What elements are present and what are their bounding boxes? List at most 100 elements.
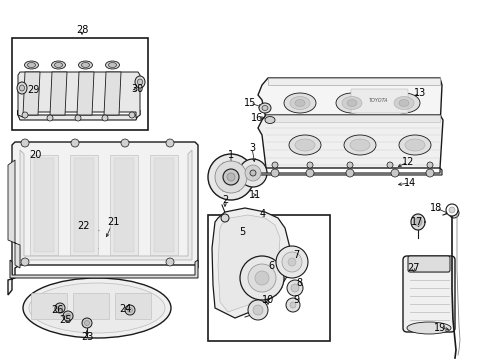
Text: 18: 18 <box>429 203 441 213</box>
Circle shape <box>271 162 278 168</box>
Circle shape <box>286 280 303 296</box>
Polygon shape <box>267 78 439 85</box>
Text: 13: 13 <box>413 88 425 98</box>
Text: 28: 28 <box>76 25 88 35</box>
Circle shape <box>221 214 228 222</box>
Circle shape <box>306 162 312 168</box>
Polygon shape <box>154 158 174 252</box>
Text: 3: 3 <box>248 143 255 153</box>
Polygon shape <box>34 158 54 252</box>
Circle shape <box>165 258 174 266</box>
FancyBboxPatch shape <box>407 256 449 272</box>
Ellipse shape <box>343 135 375 155</box>
Polygon shape <box>8 142 198 295</box>
Text: 26: 26 <box>51 305 63 315</box>
Circle shape <box>426 162 432 168</box>
Polygon shape <box>23 72 40 115</box>
Circle shape <box>425 169 433 177</box>
Circle shape <box>240 256 284 300</box>
Text: 16: 16 <box>250 113 263 123</box>
Circle shape <box>448 207 454 213</box>
Circle shape <box>129 112 135 118</box>
Circle shape <box>226 173 235 181</box>
Polygon shape <box>410 214 424 230</box>
Ellipse shape <box>105 61 119 69</box>
Circle shape <box>71 139 79 147</box>
Polygon shape <box>70 155 98 255</box>
Circle shape <box>287 258 295 266</box>
Ellipse shape <box>29 283 164 333</box>
Circle shape <box>413 218 421 226</box>
Polygon shape <box>20 150 192 260</box>
Text: 6: 6 <box>267 261 273 271</box>
Ellipse shape <box>294 139 314 151</box>
Circle shape <box>290 284 298 292</box>
Ellipse shape <box>346 99 356 107</box>
Text: 14: 14 <box>403 178 415 188</box>
Text: 30: 30 <box>131 84 143 94</box>
Ellipse shape <box>288 135 320 155</box>
Bar <box>12 38 148 130</box>
Polygon shape <box>10 260 198 278</box>
Text: 9: 9 <box>292 295 299 305</box>
Ellipse shape <box>79 61 92 69</box>
Ellipse shape <box>137 79 142 85</box>
Ellipse shape <box>108 63 116 68</box>
Ellipse shape <box>259 103 270 113</box>
Ellipse shape <box>27 63 36 68</box>
Ellipse shape <box>294 99 305 107</box>
FancyBboxPatch shape <box>31 293 67 320</box>
Ellipse shape <box>135 76 145 88</box>
Ellipse shape <box>264 117 274 123</box>
Circle shape <box>55 303 65 313</box>
Text: 11: 11 <box>248 190 261 200</box>
Circle shape <box>346 162 352 168</box>
Circle shape <box>254 271 268 285</box>
Ellipse shape <box>341 96 361 109</box>
Ellipse shape <box>398 99 408 107</box>
Text: 25: 25 <box>59 315 71 325</box>
Circle shape <box>285 298 299 312</box>
Circle shape <box>65 314 70 319</box>
Circle shape <box>102 115 108 121</box>
Circle shape <box>125 305 135 315</box>
Circle shape <box>247 264 275 292</box>
Polygon shape <box>77 72 94 115</box>
Polygon shape <box>110 155 138 255</box>
Ellipse shape <box>262 105 267 111</box>
Text: 8: 8 <box>295 278 302 288</box>
Polygon shape <box>18 72 140 118</box>
Text: 4: 4 <box>260 209 265 219</box>
Circle shape <box>58 306 62 310</box>
Text: 22: 22 <box>78 221 90 231</box>
FancyBboxPatch shape <box>402 256 454 332</box>
Circle shape <box>121 139 129 147</box>
Text: 1: 1 <box>227 150 234 160</box>
Ellipse shape <box>51 61 65 69</box>
FancyBboxPatch shape <box>73 293 109 320</box>
Circle shape <box>249 170 256 176</box>
Circle shape <box>239 159 266 187</box>
Circle shape <box>445 204 457 216</box>
Circle shape <box>21 139 29 147</box>
Ellipse shape <box>349 139 369 151</box>
Polygon shape <box>18 110 140 120</box>
Ellipse shape <box>387 93 419 113</box>
Circle shape <box>270 169 279 177</box>
Circle shape <box>282 252 302 272</box>
Ellipse shape <box>20 85 24 91</box>
Circle shape <box>207 154 253 200</box>
Ellipse shape <box>398 135 430 155</box>
Text: 27: 27 <box>406 263 418 273</box>
Circle shape <box>22 112 28 118</box>
Ellipse shape <box>393 96 413 109</box>
Ellipse shape <box>23 278 171 338</box>
Polygon shape <box>114 158 134 252</box>
Circle shape <box>244 165 261 181</box>
Circle shape <box>75 115 81 121</box>
Text: 2: 2 <box>222 195 228 205</box>
Ellipse shape <box>289 96 309 109</box>
Circle shape <box>223 169 239 185</box>
Text: 10: 10 <box>262 295 274 305</box>
Text: TOYOTA: TOYOTA <box>368 99 388 104</box>
